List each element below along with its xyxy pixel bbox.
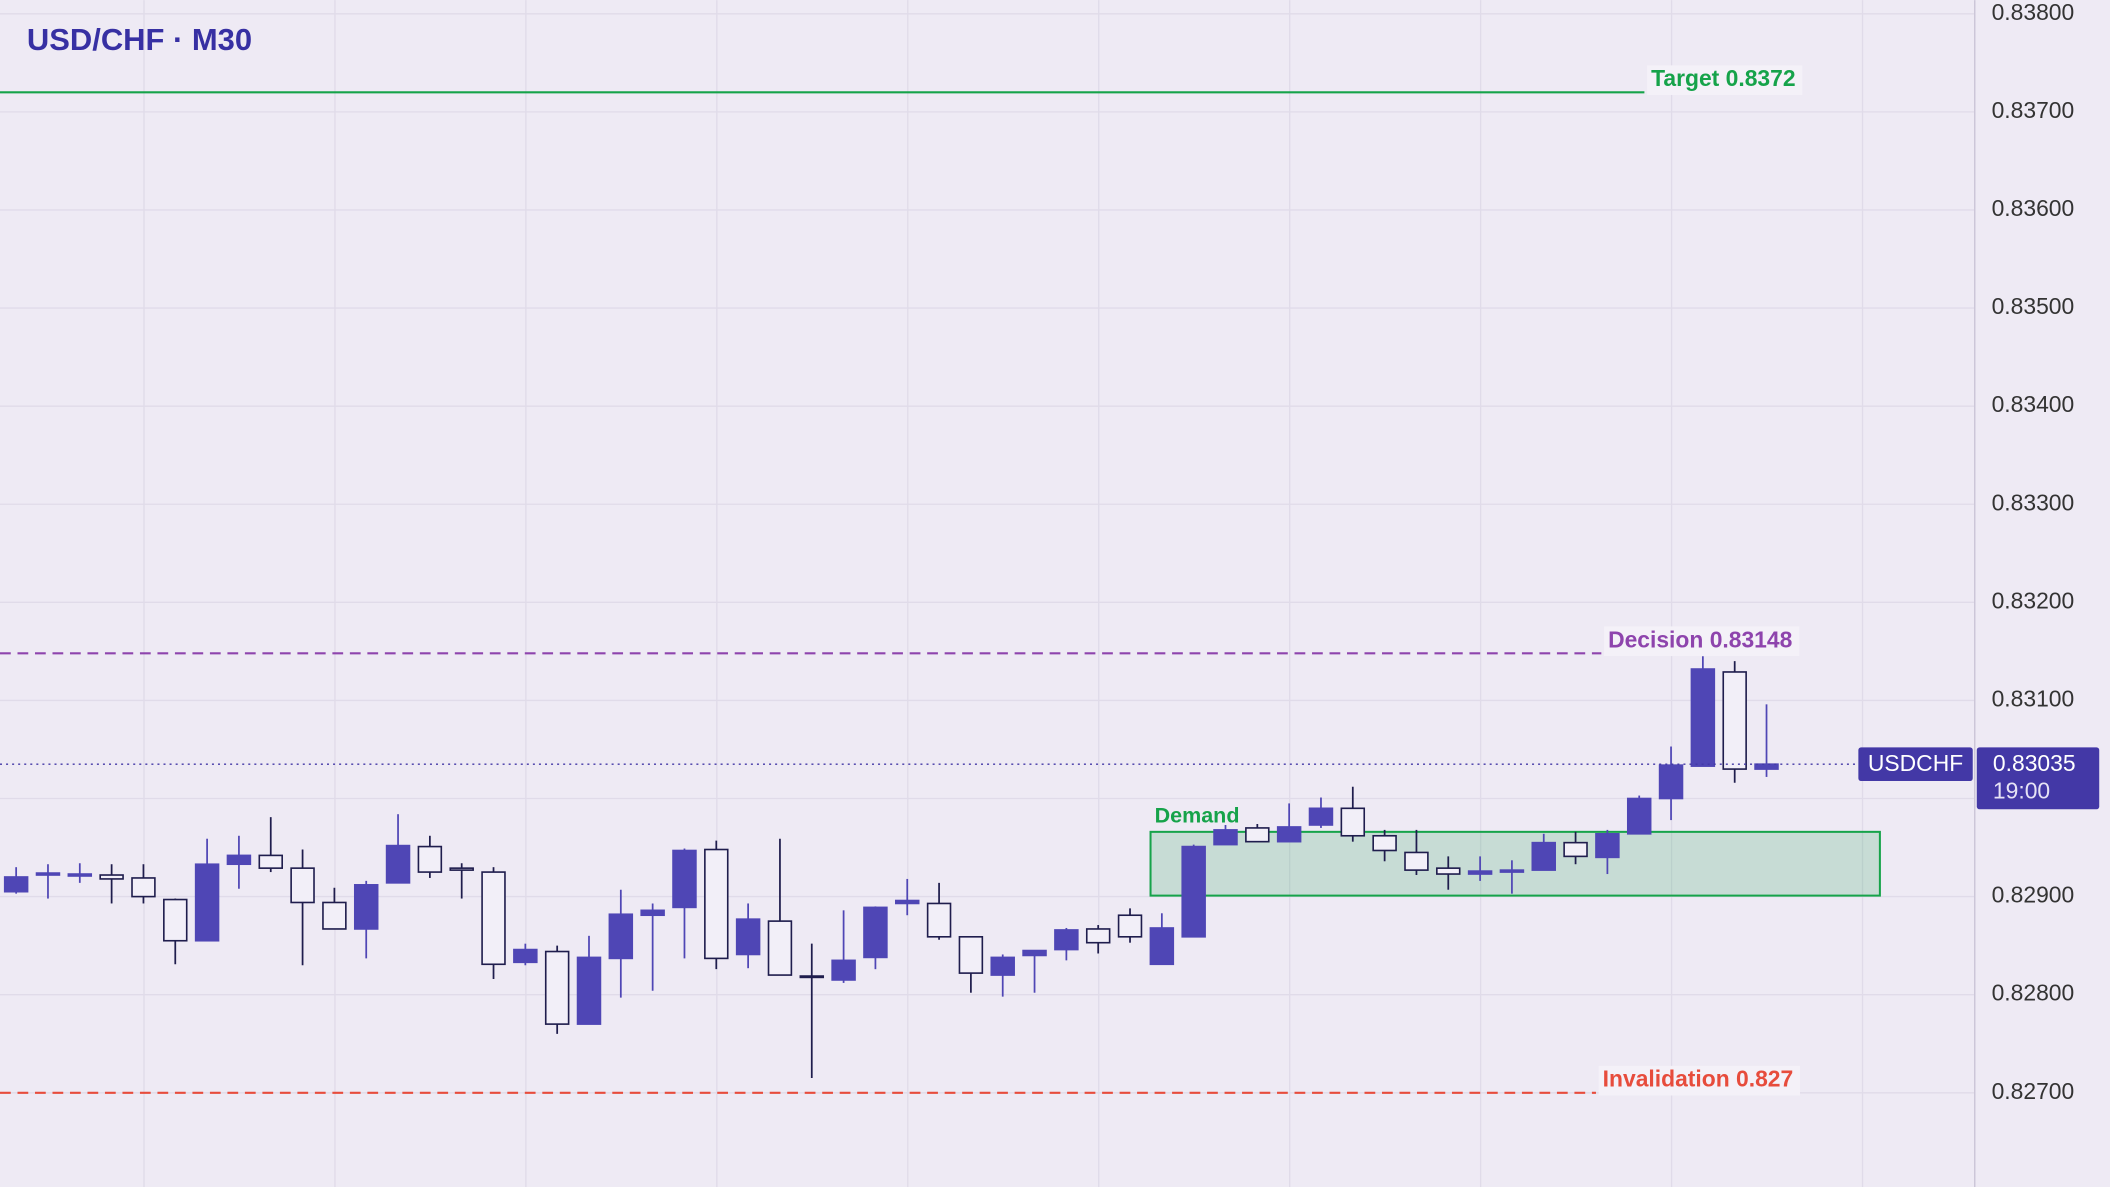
candle-body	[958, 936, 984, 974]
candle-body	[831, 959, 856, 981]
y-tick-label: 0.83100	[1992, 685, 2075, 711]
y-tick-label: 0.83400	[1992, 391, 2075, 417]
candle-body	[258, 854, 283, 869]
candle-body	[3, 876, 29, 893]
symbol-tag-bg	[1858, 747, 1973, 781]
candle-body	[1531, 841, 1556, 871]
candle-body	[608, 913, 634, 960]
plot: Demand Target 0.8372 Decision 0.83148 Inval…	[0, 65, 1973, 1096]
zone-label: Demand	[1155, 804, 1240, 828]
y-tick-label: 0.82700	[1992, 1078, 2075, 1104]
candle-body	[322, 901, 347, 930]
candle-body	[1754, 763, 1779, 770]
price-axis: 0.827000.828000.829000.830000.831000.832…	[1976, 0, 2100, 1104]
candle-body	[35, 872, 61, 876]
candle-body	[1499, 869, 1525, 873]
candle-body	[1690, 668, 1716, 767]
candle-body	[99, 874, 124, 880]
y-tick-label: 0.83700	[1992, 97, 2075, 123]
candle-body	[1245, 827, 1270, 843]
candle-body	[990, 956, 1015, 976]
candle-body	[1595, 833, 1620, 859]
y-tick-label: 0.82800	[1992, 980, 2075, 1006]
candle-body	[481, 871, 506, 966]
candle-body	[194, 863, 220, 942]
candle-body	[1722, 671, 1747, 770]
candle-body	[799, 975, 825, 979]
candle-body	[1276, 826, 1302, 843]
candle-body	[1372, 834, 1397, 852]
candle-body	[576, 956, 602, 1025]
y-tick-label: 0.83500	[1992, 293, 2075, 319]
candle-body	[1022, 949, 1047, 957]
chart-title: USD/CHF · M30	[27, 22, 252, 57]
level-label-bg	[1598, 1065, 1800, 1096]
y-tick-label: 0.83200	[1992, 587, 2075, 613]
candle-body	[640, 909, 665, 917]
candle-body	[1563, 841, 1588, 858]
candle-body	[385, 844, 411, 884]
candle-body	[1149, 927, 1175, 966]
level-label: Target 0.8372	[1651, 65, 1795, 91]
y-tick-label: 0.83800	[1992, 0, 2075, 25]
level-label-bg	[1647, 65, 1803, 95]
symbol-tag: USDCHF	[1868, 750, 1963, 776]
price-tag: 0.83035	[1993, 750, 2076, 776]
candle-body	[449, 867, 474, 871]
candle-body	[131, 877, 156, 898]
candle-body	[1340, 807, 1366, 837]
candle-body	[290, 867, 315, 904]
countdown: 19:00	[1993, 777, 2050, 803]
candle-body	[1658, 764, 1684, 800]
candle-body	[1117, 914, 1143, 938]
candle-body	[353, 884, 379, 930]
candle-body	[672, 849, 697, 909]
level-label: Decision 0.83148	[1608, 626, 1793, 652]
candle-body	[67, 873, 93, 877]
y-tick-label: 0.82900	[1992, 882, 2075, 908]
candle-body	[1308, 807, 1334, 826]
candle-body	[226, 854, 252, 866]
candle-body	[163, 898, 188, 942]
candle-body	[1626, 797, 1652, 835]
candle-body	[863, 906, 888, 959]
price-tag-bg	[1976, 747, 2100, 810]
candle-body	[767, 920, 793, 976]
level-label-bg	[1604, 626, 1800, 657]
candle-body	[735, 918, 761, 956]
candle-body	[1181, 845, 1206, 938]
candle-body	[417, 845, 443, 873]
candle-body	[544, 950, 570, 1025]
candle-body	[1467, 870, 1493, 875]
candle-body	[1213, 829, 1238, 846]
candle-body	[704, 848, 729, 960]
zone-box	[1149, 830, 1881, 897]
candle-body	[1054, 929, 1079, 951]
level-label: Invalidation 0.827	[1603, 1066, 1794, 1092]
candle-body	[926, 902, 952, 938]
candle-body	[1436, 867, 1461, 875]
y-tick-label: 0.83600	[1992, 195, 2075, 221]
y-tick-label: 0.83300	[1992, 489, 2075, 515]
candle-body	[895, 899, 920, 905]
candle-body	[1085, 928, 1111, 944]
candle-body	[1404, 851, 1429, 871]
candle-body	[513, 948, 538, 964]
